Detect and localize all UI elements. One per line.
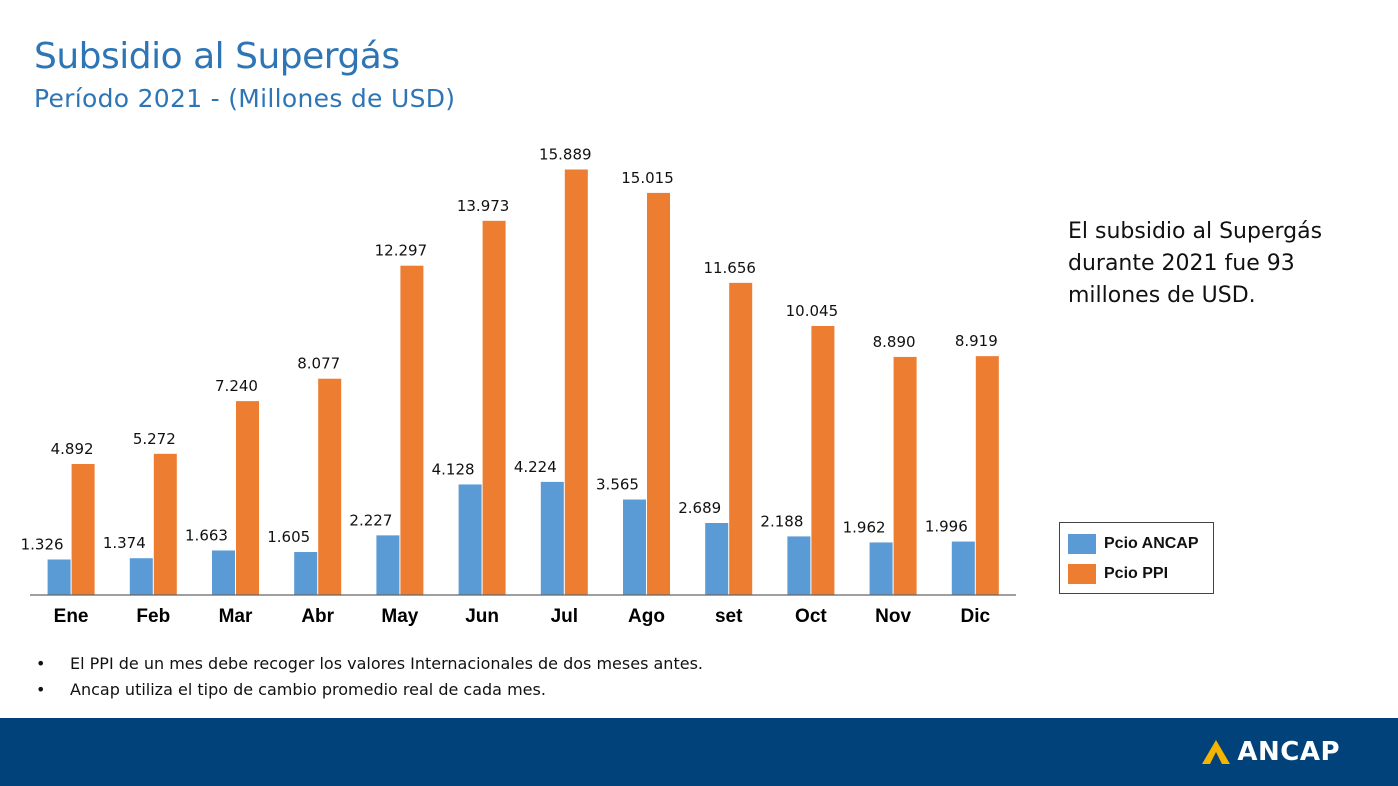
footnotes: • El PPI de un mes debe recoger los valo… [36, 651, 703, 703]
summary-note: El subsidio al Supergás durante 2021 fue… [1068, 219, 1323, 308]
data-label-ppi: 4.892 [51, 440, 94, 458]
legend-label-ancap: Pcio ANCAP [1104, 535, 1199, 552]
bar-ancap [705, 522, 729, 595]
x-tick-label: Jul [551, 606, 578, 627]
bar-ancap [623, 499, 646, 595]
data-label-ancap: 4.128 [432, 460, 475, 478]
x-tick-label: Ene [54, 606, 89, 627]
data-label-ppi: 5.272 [133, 430, 176, 448]
ancap-logo: ANCAP [1201, 737, 1340, 767]
x-tick-label: May [381, 606, 418, 627]
data-label-ancap: 1.326 [21, 535, 64, 553]
data-label-ancap: 1.962 [843, 518, 886, 536]
bullet-icon: • [36, 654, 46, 673]
x-tick-label: Jun [465, 606, 499, 627]
footnote-text: El PPI de un mes debe recoger los valore… [70, 654, 703, 673]
legend-item-ancap: Pcio ANCAP [1068, 534, 1199, 554]
x-tick-label: Oct [795, 606, 827, 627]
bar-ppi [975, 356, 999, 595]
ancap-triangle-icon [1202, 740, 1231, 764]
ancap-logo-text: ANCAP [1237, 737, 1340, 767]
bar-ppi [729, 282, 753, 595]
data-label-ancap: 2.227 [349, 511, 392, 529]
legend-item-ppi: Pcio PPI [1068, 564, 1168, 584]
bar-ancap [458, 484, 482, 595]
data-label-ppi: 15.889 [539, 146, 592, 164]
x-tick-label: Mar [219, 606, 253, 627]
x-tick-label: Feb [136, 606, 170, 627]
legend-swatch-ancap [1068, 534, 1096, 554]
bar-ancap [540, 481, 564, 595]
bar-ancap [787, 536, 811, 595]
legend-swatch-ppi [1068, 564, 1096, 584]
data-label-ppi: 12.297 [375, 242, 428, 260]
slide-subtitle: Período 2021 - (Millones de USD) [34, 84, 456, 113]
bar-ancap [951, 541, 975, 595]
footnote-item: • Ancap utiliza el tipo de cambio promed… [36, 677, 703, 703]
data-label-ancap: 1.605 [267, 528, 310, 546]
bar-ancap [129, 558, 153, 595]
bar-ppi [811, 325, 835, 595]
bar-ancap [294, 552, 318, 595]
bar-ppi [400, 265, 424, 595]
bar-ppi [482, 220, 506, 596]
bar-ppi [647, 192, 670, 595]
data-label-ppi: 8.077 [297, 355, 340, 373]
bar-ppi [71, 463, 95, 595]
x-tick-label: set [715, 606, 743, 627]
x-tick-label: Nov [875, 606, 911, 627]
bar-ancap [376, 535, 400, 595]
legend-label-ppi: Pcio PPI [1104, 565, 1169, 582]
bar-ppi [564, 169, 588, 595]
data-label-ancap: 2.689 [678, 499, 721, 517]
slide-title: Subsidio al Supergás [34, 36, 400, 77]
footnote-item: • El PPI de un mes debe recoger los valo… [36, 651, 703, 677]
data-label-ppi: 8.890 [873, 333, 916, 351]
x-tick-label: Abr [301, 606, 334, 627]
bullet-icon: • [36, 680, 46, 699]
data-label-ppi: 11.656 [703, 259, 756, 277]
data-label-ppi: 8.919 [955, 332, 998, 350]
x-tick-label: Ago [628, 606, 665, 627]
data-label-ancap: 2.188 [760, 512, 803, 530]
data-label-ancap: 3.565 [596, 476, 639, 494]
bar-ancap [869, 542, 893, 595]
data-label-ancap: 4.224 [514, 458, 557, 476]
bar-chart: 1.326 4.892 Ene 1.374 5.272 Feb 1.663 7.240 Mar 1… [21, 146, 1016, 627]
data-label-ancap: 1.663 [185, 526, 228, 544]
data-label-ancap: 1.996 [925, 518, 968, 536]
x-tick-label: Dic [961, 606, 991, 627]
bar-ppi [318, 378, 342, 595]
data-label-ancap: 1.374 [103, 534, 146, 552]
bar-ppi [153, 453, 177, 595]
chart-legend: Pcio ANCAP Pcio PPI [1059, 522, 1214, 594]
data-label-ppi: 13.973 [457, 197, 510, 215]
data-label-ppi: 15.015 [621, 169, 674, 187]
footnote-text: Ancap utiliza el tipo de cambio promedio… [70, 680, 546, 699]
bar-ppi [893, 356, 917, 595]
data-label-ppi: 10.045 [786, 302, 839, 320]
bar-ppi [236, 401, 259, 595]
data-label-ppi: 7.240 [215, 377, 258, 395]
footer-bar: ANCAP [0, 718, 1398, 786]
bar-ancap [212, 550, 235, 595]
bar-ancap [47, 559, 71, 595]
